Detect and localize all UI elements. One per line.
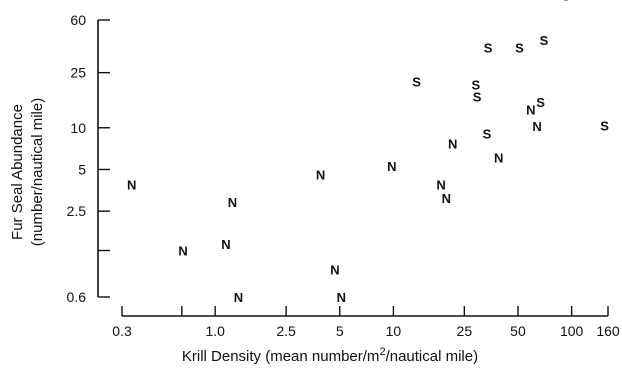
data-point-s: S <box>515 40 524 55</box>
y-axis-title-line2: (number/nautical mile) <box>29 98 46 246</box>
data-point-n: N <box>234 290 243 305</box>
data-point-n: N <box>448 136 457 151</box>
y-axis-title-line1: Fur Seal Abundance <box>9 104 26 240</box>
data-point-s: S <box>536 95 545 110</box>
x-tick-label: 5 <box>336 323 344 339</box>
x-ticks: 0.3 1.0 2.5 5 10 25 50 100 160 <box>112 306 620 339</box>
x-tick-label: 2.5 <box>276 323 296 339</box>
data-point-s: S <box>540 33 549 48</box>
data-point-s: S <box>483 126 492 141</box>
data-point-s: S <box>562 0 571 4</box>
x-tick-label: 50 <box>510 323 526 339</box>
data-point-n: N <box>127 177 136 192</box>
x-tick-label: 1.0 <box>205 323 225 339</box>
y-tick-label: 5 <box>78 161 86 177</box>
data-point-n: N <box>526 102 535 117</box>
data-point-n: N <box>442 191 451 206</box>
data-point-n: N <box>387 159 396 174</box>
x-tick-label: 100 <box>560 323 584 339</box>
data-point-n: N <box>532 119 541 134</box>
data-point-n: N <box>436 177 445 192</box>
data-point-n: N <box>494 151 503 166</box>
data-point-s: S <box>600 118 609 133</box>
data-point-n: N <box>221 237 230 252</box>
data-point-n: N <box>337 290 346 305</box>
y-tick-label: 0.6 <box>67 289 87 305</box>
axes <box>97 20 608 317</box>
x-axis-title: Krill Density (mean number/m2/nautical m… <box>182 346 478 365</box>
data-point-s: S <box>473 90 482 105</box>
data-point-n: N <box>228 195 237 210</box>
x-axis-title-tail: /nautical mile) <box>386 348 479 365</box>
data-point-s: S <box>471 78 480 93</box>
x-tick-label: 160 <box>596 323 620 339</box>
x-axis-title-main: Krill Density (mean number/m <box>182 348 380 365</box>
data-point-n: N <box>178 243 187 258</box>
x-axis-title-superscript: 2 <box>379 346 385 358</box>
data-point-n: N <box>330 262 339 277</box>
data-point-s: S <box>484 40 493 55</box>
y-axis-title: Fur Seal Abundance (number/nautical mile… <box>9 98 46 246</box>
y-tick-label: 10 <box>70 120 86 136</box>
y-tick-label: 25 <box>70 65 86 81</box>
y-tick-label: 2.5 <box>67 203 87 219</box>
data-point-n: N <box>316 167 325 182</box>
data-point-s: S <box>412 75 421 90</box>
x-tick-label: 10 <box>386 323 402 339</box>
y-ticks: 0.6 2.5 5 10 25 60 <box>67 12 110 305</box>
data-points: NNNNNNNNNNNNNNNSSSSSSSSSS <box>127 0 609 305</box>
x-tick-label: 0.3 <box>112 323 132 339</box>
x-tick-label: 25 <box>457 323 473 339</box>
y-tick-label: 60 <box>70 12 86 28</box>
